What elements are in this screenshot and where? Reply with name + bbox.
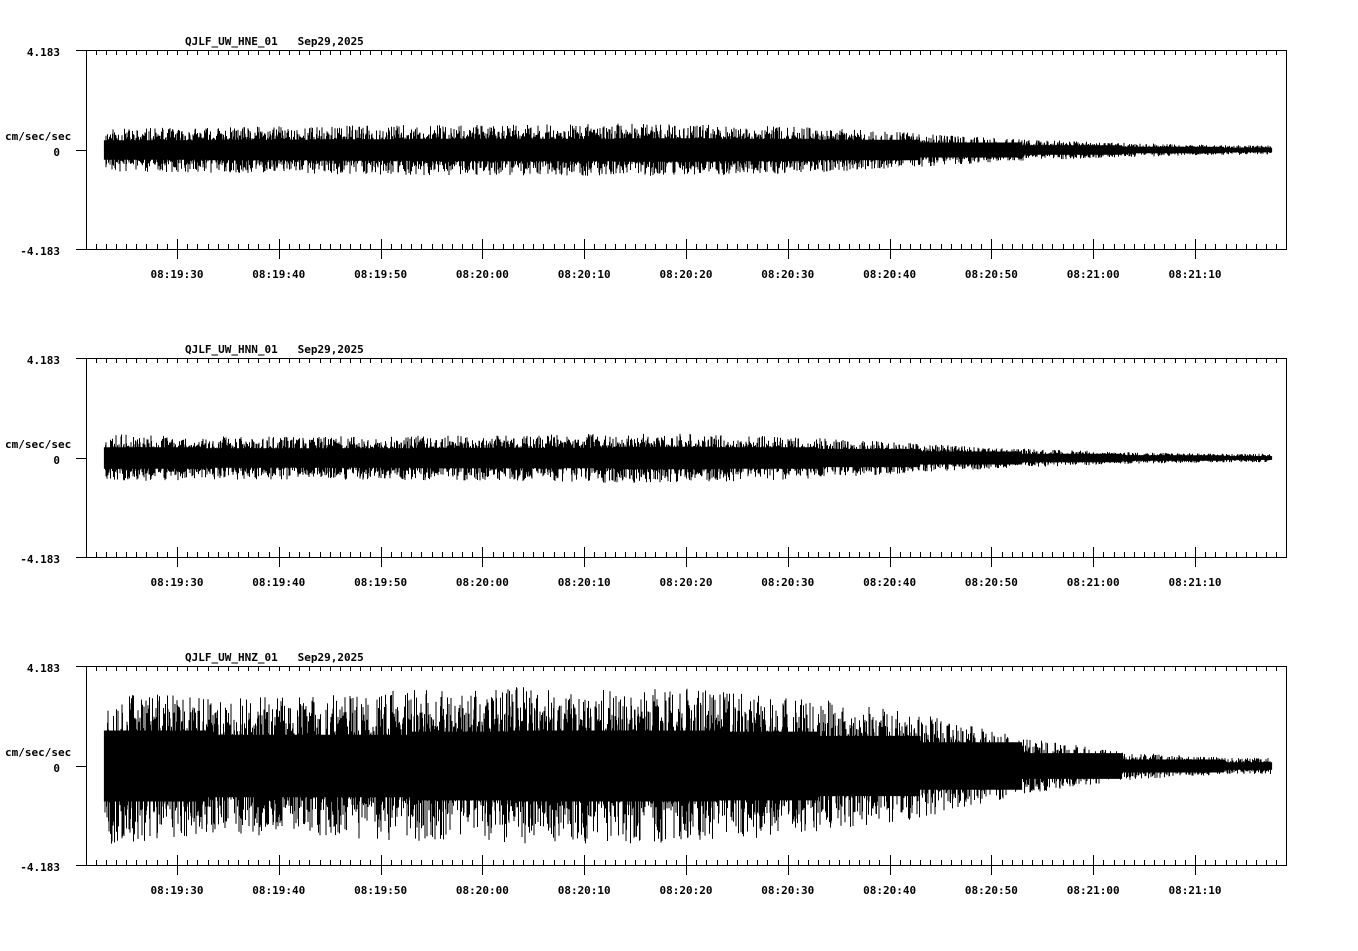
- y-tick-min: -4.183: [20, 245, 60, 258]
- chart-title: QJLF_UW_HNE_01 Sep29,2025: [185, 35, 364, 48]
- y-axis-unit: cm/sec/sec: [5, 438, 72, 451]
- x-tick-label: 08:20:20: [659, 268, 713, 281]
- y-tick-min: -4.183: [20, 553, 60, 566]
- x-tick-label: 08:20:10: [557, 268, 611, 281]
- seismogram-plot: [76, 358, 1287, 567]
- seismogram-plot: [76, 666, 1287, 875]
- x-tick-label: 08:21:10: [1168, 884, 1222, 897]
- x-tick-label: 08:19:50: [354, 576, 408, 589]
- x-tick-label: 08:19:40: [252, 576, 306, 589]
- chart-panel-hnn: QJLF_UW_HNN_01 Sep29,2025 4.183 cm/sec/s…: [0, 343, 1358, 643]
- chart-panel-hnz: QJLF_UW_HNZ_01 Sep29,2025 4.183 cm/sec/s…: [0, 651, 1358, 951]
- seismogram-plot: [76, 50, 1287, 259]
- x-tick-label: 08:21:00: [1066, 884, 1120, 897]
- y-axis-unit: cm/sec/sec: [5, 130, 72, 143]
- x-tick-label: 08:21:00: [1066, 576, 1120, 589]
- x-tick-label: 08:20:00: [455, 576, 509, 589]
- y-tick-zero: 0: [53, 454, 60, 467]
- y-tick-zero: 0: [53, 762, 60, 775]
- y-tick-min: -4.183: [20, 861, 60, 874]
- chart-title: QJLF_UW_HNZ_01 Sep29,2025: [185, 651, 364, 664]
- x-tick-label: 08:20:20: [659, 576, 713, 589]
- x-tick-label: 08:20:00: [455, 884, 509, 897]
- x-tick-label: 08:19:30: [150, 268, 204, 281]
- chart-title: QJLF_UW_HNN_01 Sep29,2025: [185, 343, 364, 356]
- x-tick-label: 08:20:30: [761, 884, 815, 897]
- x-tick-label: 08:20:30: [761, 268, 815, 281]
- x-tick-label: 08:19:30: [150, 576, 204, 589]
- x-tick-label: 08:20:00: [455, 268, 509, 281]
- y-axis-unit: cm/sec/sec: [5, 746, 72, 759]
- x-tick-label: 08:19:30: [150, 884, 204, 897]
- x-tick-label: 08:20:50: [964, 268, 1018, 281]
- x-tick-label: 08:19:40: [252, 268, 306, 281]
- x-tick-label: 08:20:50: [964, 576, 1018, 589]
- y-tick-zero: 0: [53, 146, 60, 159]
- x-tick-label: 08:19:50: [354, 268, 408, 281]
- x-tick-label: 08:20:10: [557, 576, 611, 589]
- x-tick-label: 08:20:10: [557, 884, 611, 897]
- x-tick-label: 08:20:20: [659, 884, 713, 897]
- x-tick-label: 08:19:40: [252, 884, 306, 897]
- x-tick-label: 08:20:50: [964, 884, 1018, 897]
- x-tick-label: 08:21:10: [1168, 576, 1222, 589]
- x-tick-label: 08:20:30: [761, 576, 815, 589]
- y-tick-max: 4.183: [26, 46, 60, 59]
- y-tick-max: 4.183: [26, 354, 60, 367]
- x-tick-label: 08:19:50: [354, 884, 408, 897]
- chart-panel-hne: QJLF_UW_HNE_01 Sep29,2025 4.183 cm/sec/s…: [0, 35, 1358, 335]
- x-tick-label: 08:21:10: [1168, 268, 1222, 281]
- x-tick-label: 08:20:40: [863, 268, 917, 281]
- x-tick-label: 08:21:00: [1066, 268, 1120, 281]
- x-tick-label: 08:20:40: [863, 576, 917, 589]
- y-tick-max: 4.183: [26, 662, 60, 675]
- x-tick-label: 08:20:40: [863, 884, 917, 897]
